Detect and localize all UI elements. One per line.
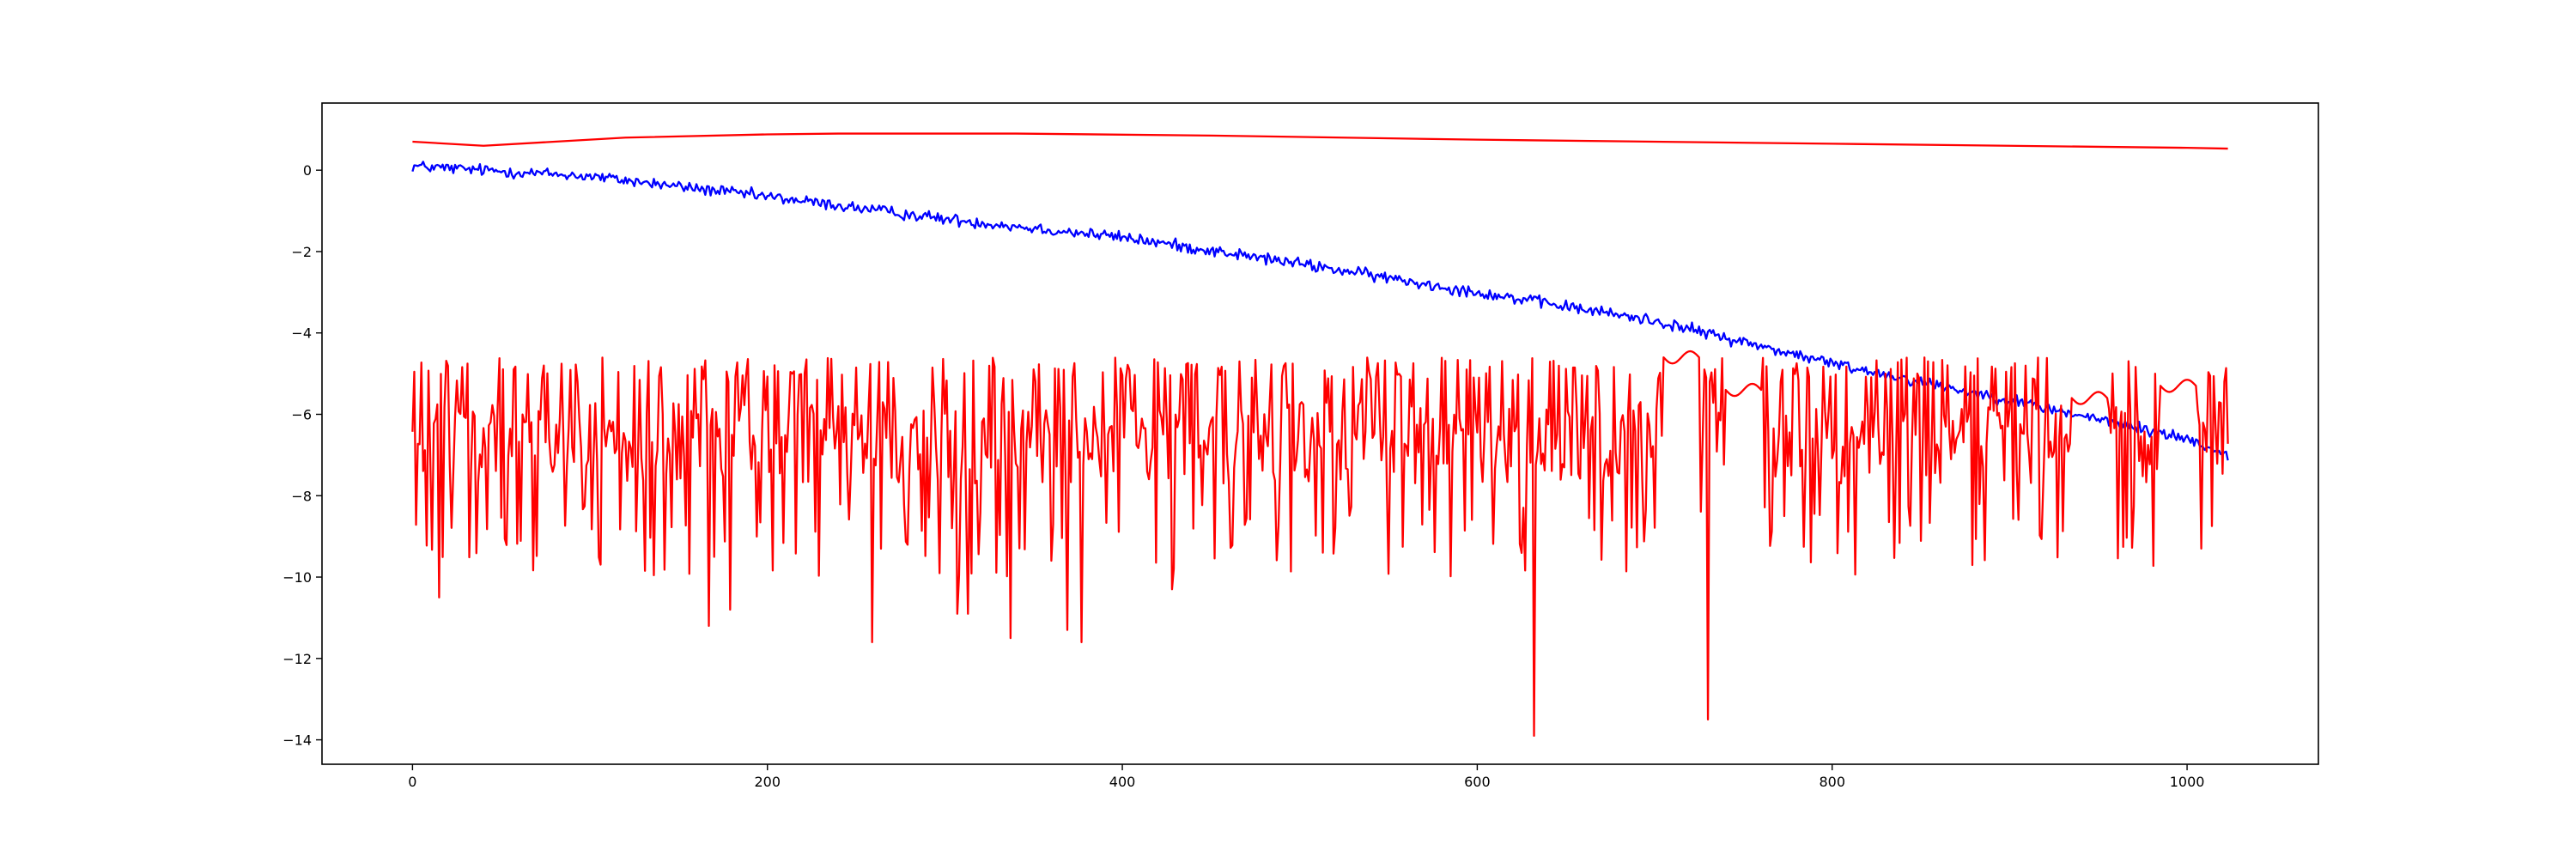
plot-area-frame [321,102,2319,765]
x-tick-label: 200 [754,774,781,790]
x-tick-label: 1000 [2170,774,2205,790]
series-line-3 [411,349,2229,737]
x-tick-label: 800 [1819,774,1845,790]
x-tick-label: 0 [408,774,416,790]
y-tick-label: −4 [291,325,312,342]
series-line-2 [412,132,2228,150]
y-tick-label: −2 [291,244,312,260]
series-layer [411,132,2229,737]
y-tick-label: −10 [283,569,312,586]
x-tick-label: 400 [1109,774,1136,790]
y-tick-label: −12 [283,651,312,667]
y-tick-label: −8 [291,488,312,504]
y-tick-label: 0 [303,162,312,179]
tick-layer: 0 200 400 600 800 1000 0 −2 −4 −6 −8 −10 −12 −14 [283,162,2204,790]
y-tick-label: −14 [283,732,312,749]
y-tick-label: −6 [291,406,312,422]
x-tick-label: 600 [1464,774,1491,790]
